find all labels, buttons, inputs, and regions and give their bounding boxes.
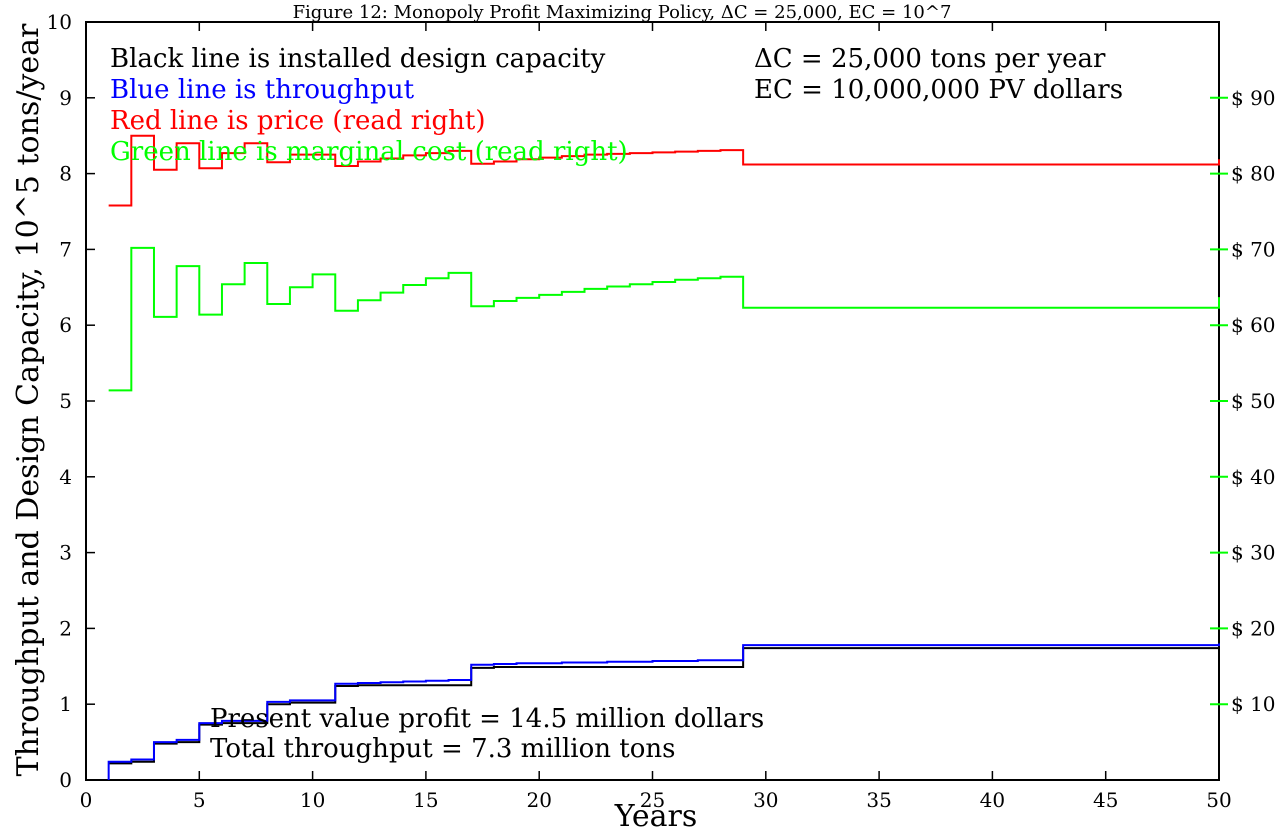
delta-c-text: ΔC = 25,000 tons per year [754,44,1106,74]
y-tick-label: 0 [59,768,72,792]
y2-tick-label: $ 40 [1231,465,1276,489]
x-tick-label: 45 [1093,788,1118,812]
y2-tick-label: $ 10 [1231,692,1276,716]
x-tick-label: 40 [980,788,1005,812]
legend-blue-text: Blue line is throughput [110,75,415,105]
y2-tick-label: $ 90 [1231,86,1276,110]
x-tick-label: 0 [80,788,93,812]
y-tick-label: 3 [59,541,72,565]
x-tick-label: 35 [866,788,891,812]
y-tick-label: 2 [59,616,72,640]
total-throughput-text: Total throughput = 7.3 million tons [210,734,675,764]
y-tick-label: 7 [59,237,72,261]
result-annotations: Present value profit = 14.5 million doll… [210,704,764,764]
chart-title-text: Figure 12: Monopoly Profit Maximizing Po… [293,2,952,23]
y2-tick-label: $ 20 [1231,616,1276,640]
y2-tick-label: $ 60 [1231,313,1276,337]
y-tick-label: 10 [47,10,72,34]
x-tick-label: 10 [300,788,325,812]
y-axis-label: Throughput and Design Capacity, 10^5 ton… [11,23,46,776]
series-line-0 [108,647,1220,765]
series-line-2 [108,134,1220,207]
y2-tick-label: $ 50 [1231,389,1276,413]
y-tick-label: 9 [59,86,72,110]
chart-title-group: Figure 12: Monopoly Profit Maximizing Po… [293,2,952,23]
x-axis-label: Years [614,799,698,834]
chart-title: Figure 12: Monopoly Profit Maximizing Po… [293,2,952,23]
y-tick-label: 4 [59,465,72,489]
x-tick-label: 50 [1206,788,1231,812]
x-tick-label: 15 [413,788,438,812]
y2-tick-label: $ 80 [1231,162,1276,186]
y-tick-label: 5 [59,389,72,413]
legend-red-text: Red line is price (read right) [110,106,486,136]
legend-green-text: Green line is marginal cost (read right) [110,137,628,167]
legend-black-text: Black line is installed design capacity [110,44,606,74]
x-tick-label: 25 [640,788,665,812]
x-tick-label: 5 [193,788,206,812]
y-tick-label: 8 [59,162,72,186]
x-tick-label: 20 [526,788,551,812]
x-tick-label: 30 [753,788,778,812]
y2-tick-label: $ 70 [1231,237,1276,261]
series-layer [107,134,1220,780]
series-line-3 [108,246,1220,392]
y-tick-label: 1 [59,692,72,716]
pv-profit-text: Present value profit = 14.5 million doll… [210,704,764,734]
y2-tick-label: $ 30 [1231,541,1276,565]
parameter-annotations: ΔC = 25,000 tons per year EC = 10,000,00… [754,44,1123,105]
legend-annotations: Black line is installed design capacity … [110,44,628,167]
ec-text: EC = 10,000,000 PV dollars [754,75,1123,105]
series-line-1 [107,643,1220,780]
y-tick-label: 6 [59,313,72,337]
